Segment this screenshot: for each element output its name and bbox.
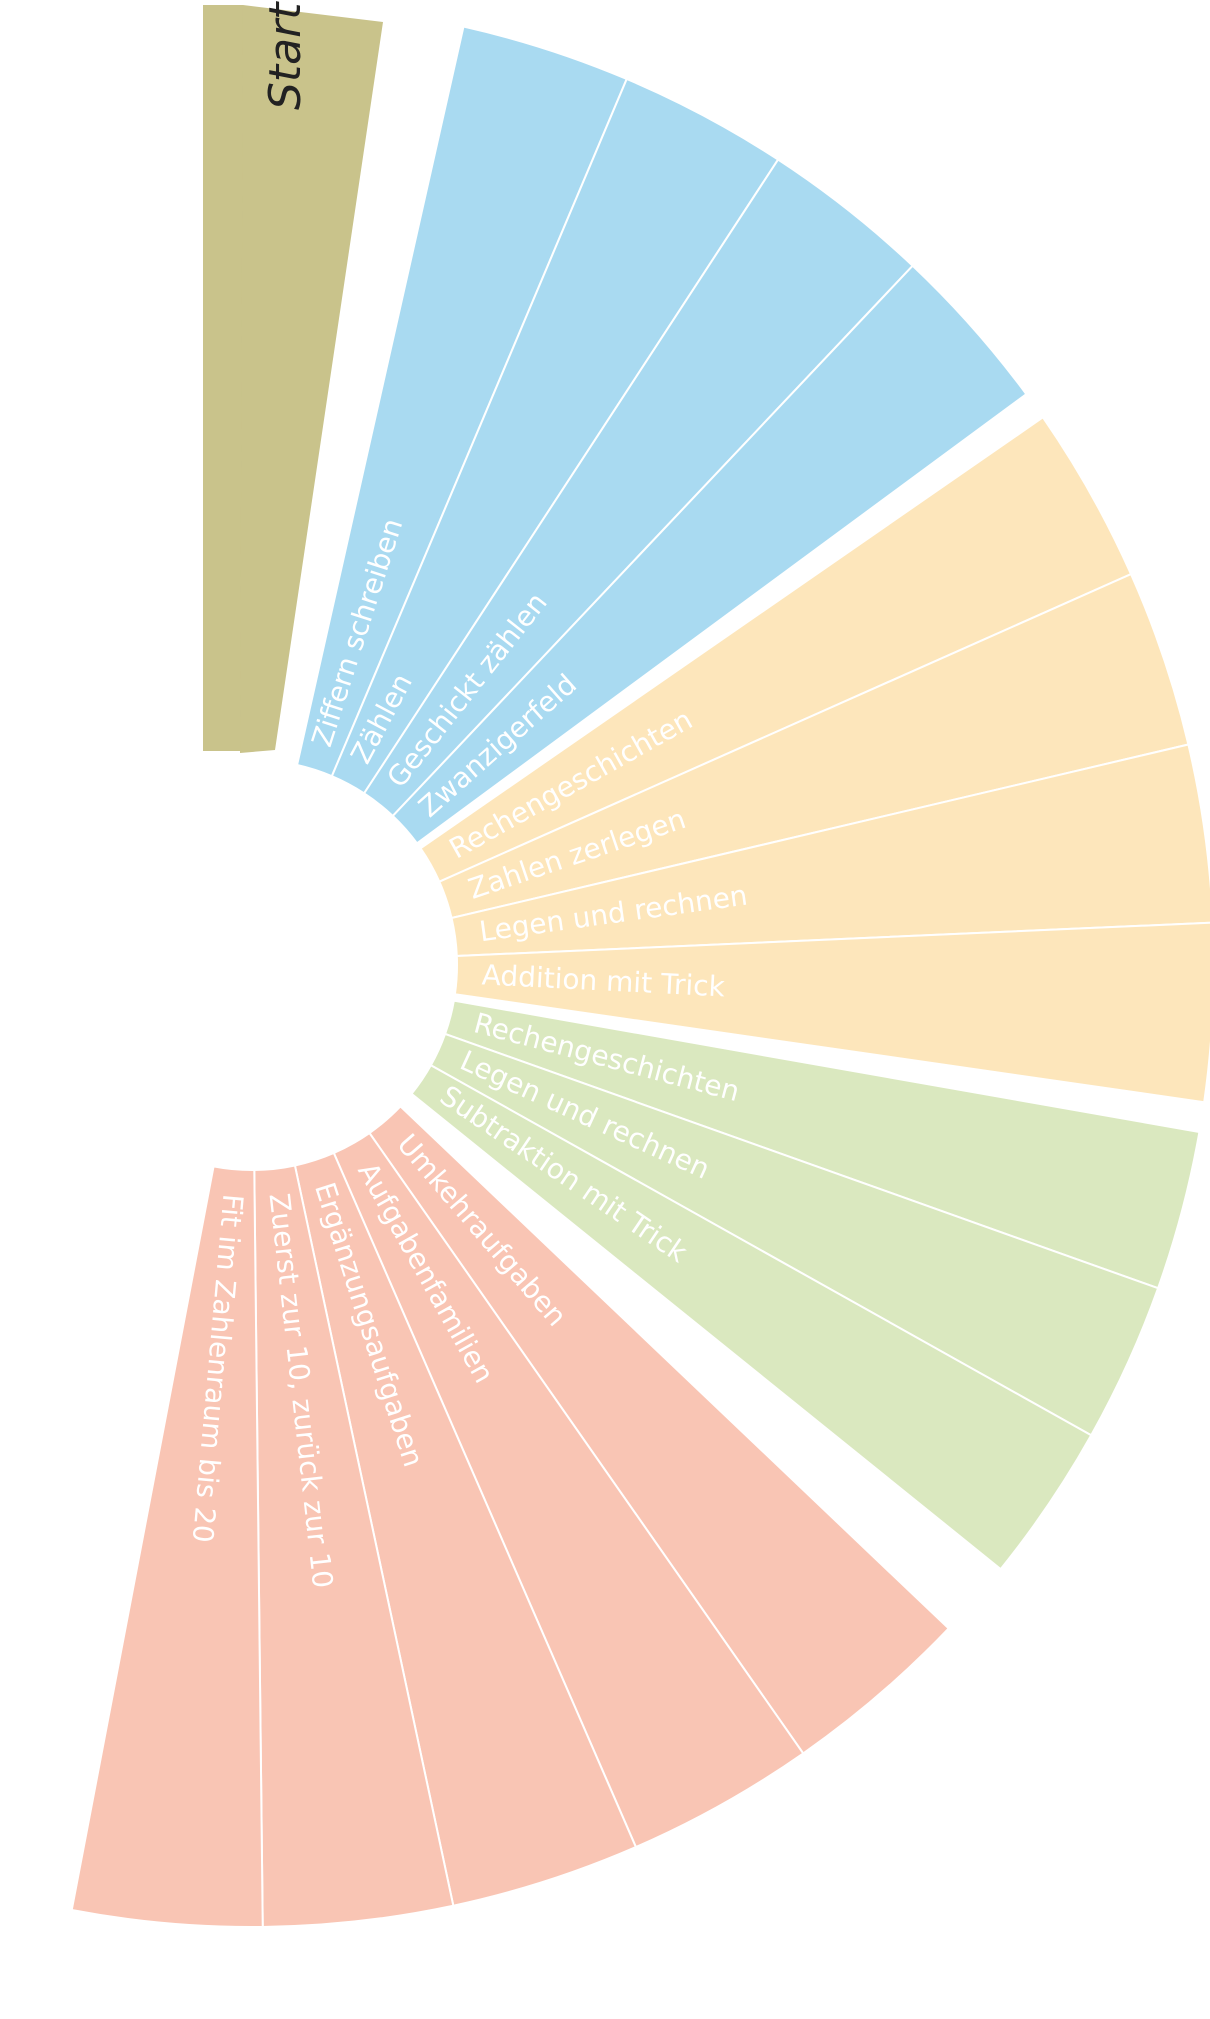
- segment-yellow-3[interactable]: [450, 743, 1210, 958]
- start-segment[interactable]: [203, 5, 243, 751]
- segment-blue-4[interactable]: [391, 264, 1028, 845]
- segment-green-3[interactable]: [410, 1063, 1093, 1571]
- wheel-segments: [70, 25, 1210, 1928]
- start-segment-wedge: [240, 5, 383, 753]
- segment-salmon-5[interactable]: [70, 1165, 264, 1928]
- segment-yellow-4[interactable]: [453, 921, 1210, 1104]
- start-label: Start: [260, 1, 311, 110]
